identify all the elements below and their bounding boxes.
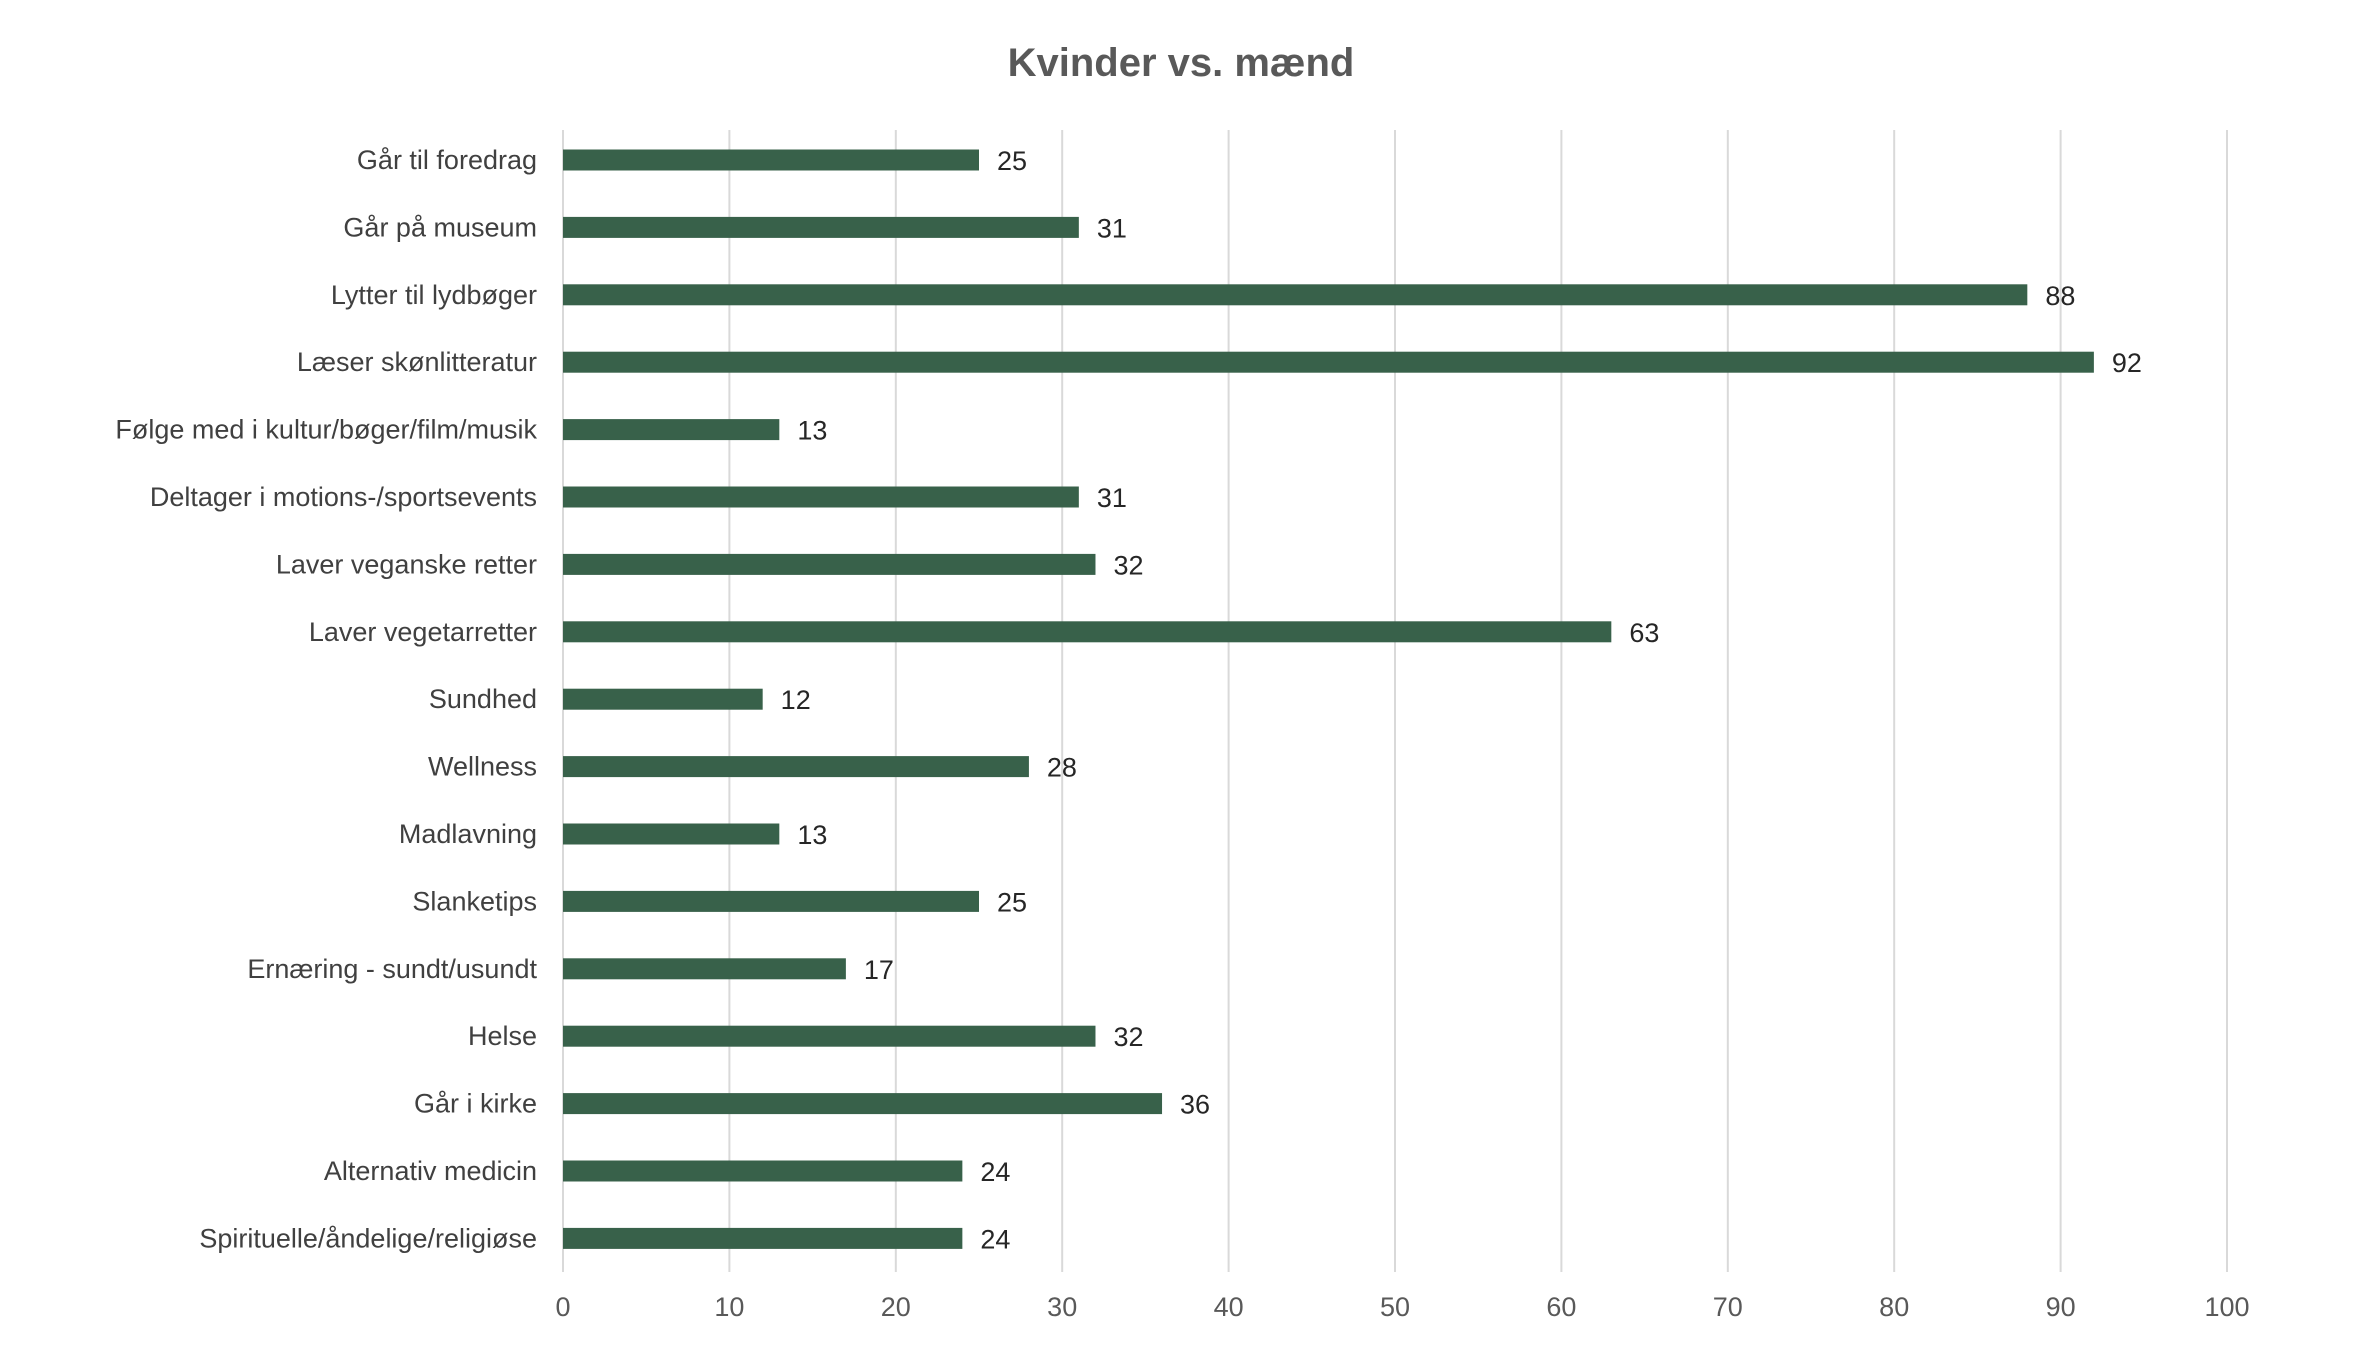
bar bbox=[563, 1160, 963, 1182]
x-tick-label: 20 bbox=[881, 1292, 911, 1322]
data-labels: 25 31 88 92 13 31 32 63 12 28 13 25 17 32 36 24 24 bbox=[781, 146, 2142, 1254]
category-label: Lytter til lydbøger bbox=[331, 280, 537, 310]
data-label: 88 bbox=[2045, 281, 2075, 311]
data-label: 28 bbox=[1047, 753, 1077, 783]
data-label: 31 bbox=[1097, 213, 1127, 243]
data-label: 12 bbox=[781, 685, 811, 715]
bar bbox=[563, 486, 1079, 508]
bar bbox=[563, 1093, 1163, 1115]
category-label: Deltager i motions-/sportsevents bbox=[150, 482, 537, 512]
x-tick-label: 50 bbox=[1380, 1292, 1410, 1322]
data-label: 63 bbox=[1629, 618, 1659, 648]
x-axis-tick-labels: 0 10 20 30 40 50 60 70 80 90 100 bbox=[555, 1292, 2249, 1322]
category-label: Spirituelle/åndelige/religiøse bbox=[199, 1223, 537, 1253]
chart-title: Kvinder vs. mænd bbox=[1008, 41, 1355, 85]
data-label: 36 bbox=[1180, 1090, 1210, 1120]
gridlines bbox=[562, 130, 2228, 1272]
x-tick-label: 100 bbox=[2204, 1292, 2249, 1322]
data-label: 25 bbox=[997, 887, 1027, 917]
bar bbox=[563, 688, 763, 710]
category-label: Går på museum bbox=[343, 212, 537, 242]
category-label: Wellness bbox=[428, 752, 537, 782]
category-label: Laver veganske retter bbox=[276, 549, 537, 579]
bar bbox=[563, 958, 846, 980]
x-tick-label: 80 bbox=[1879, 1292, 1909, 1322]
bars bbox=[563, 149, 2094, 1249]
category-label: Går i kirke bbox=[414, 1089, 537, 1119]
data-label: 92 bbox=[2112, 348, 2142, 378]
bar bbox=[563, 284, 2028, 306]
category-label: Laver vegetarretter bbox=[309, 617, 537, 647]
category-labels: Går til foredrag Går på museum Lytter til … bbox=[115, 145, 537, 1253]
bar bbox=[563, 149, 979, 171]
category-label: Slanketips bbox=[412, 886, 537, 916]
category-label: Alternativ medicin bbox=[324, 1156, 537, 1186]
bar bbox=[563, 621, 1612, 643]
x-tick-label: 0 bbox=[555, 1292, 570, 1322]
x-tick-label: 10 bbox=[714, 1292, 744, 1322]
data-label: 32 bbox=[1113, 550, 1143, 580]
data-label: 13 bbox=[797, 820, 827, 850]
bar bbox=[563, 1025, 1096, 1047]
category-label: Sundhed bbox=[429, 684, 537, 714]
category-label: Helse bbox=[468, 1021, 537, 1051]
data-label: 13 bbox=[797, 416, 827, 446]
category-label: Går til foredrag bbox=[357, 145, 537, 175]
bar bbox=[563, 553, 1096, 575]
category-label: Madlavning bbox=[399, 819, 537, 849]
data-label: 31 bbox=[1097, 483, 1127, 513]
bar bbox=[563, 419, 780, 441]
bar bbox=[563, 823, 780, 845]
category-label: Følge med i kultur/bøger/film/musik bbox=[115, 415, 537, 445]
x-tick-label: 40 bbox=[1214, 1292, 1244, 1322]
data-label: 24 bbox=[980, 1224, 1010, 1254]
category-label: Ernæring - sundt/usundt bbox=[247, 954, 537, 984]
x-tick-label: 70 bbox=[1713, 1292, 1743, 1322]
data-label: 17 bbox=[864, 955, 894, 985]
data-label: 32 bbox=[1113, 1022, 1143, 1052]
bar bbox=[563, 1227, 963, 1249]
bar bbox=[563, 351, 2094, 373]
data-label: 24 bbox=[980, 1157, 1010, 1187]
x-tick-label: 90 bbox=[2046, 1292, 2076, 1322]
bar bbox=[563, 216, 1079, 238]
data-label: 25 bbox=[997, 146, 1027, 176]
category-label: Læser skønlitteratur bbox=[297, 347, 537, 377]
bar bbox=[563, 890, 979, 912]
x-tick-label: 30 bbox=[1047, 1292, 1077, 1322]
x-tick-label: 60 bbox=[1546, 1292, 1576, 1322]
bar bbox=[563, 756, 1029, 778]
